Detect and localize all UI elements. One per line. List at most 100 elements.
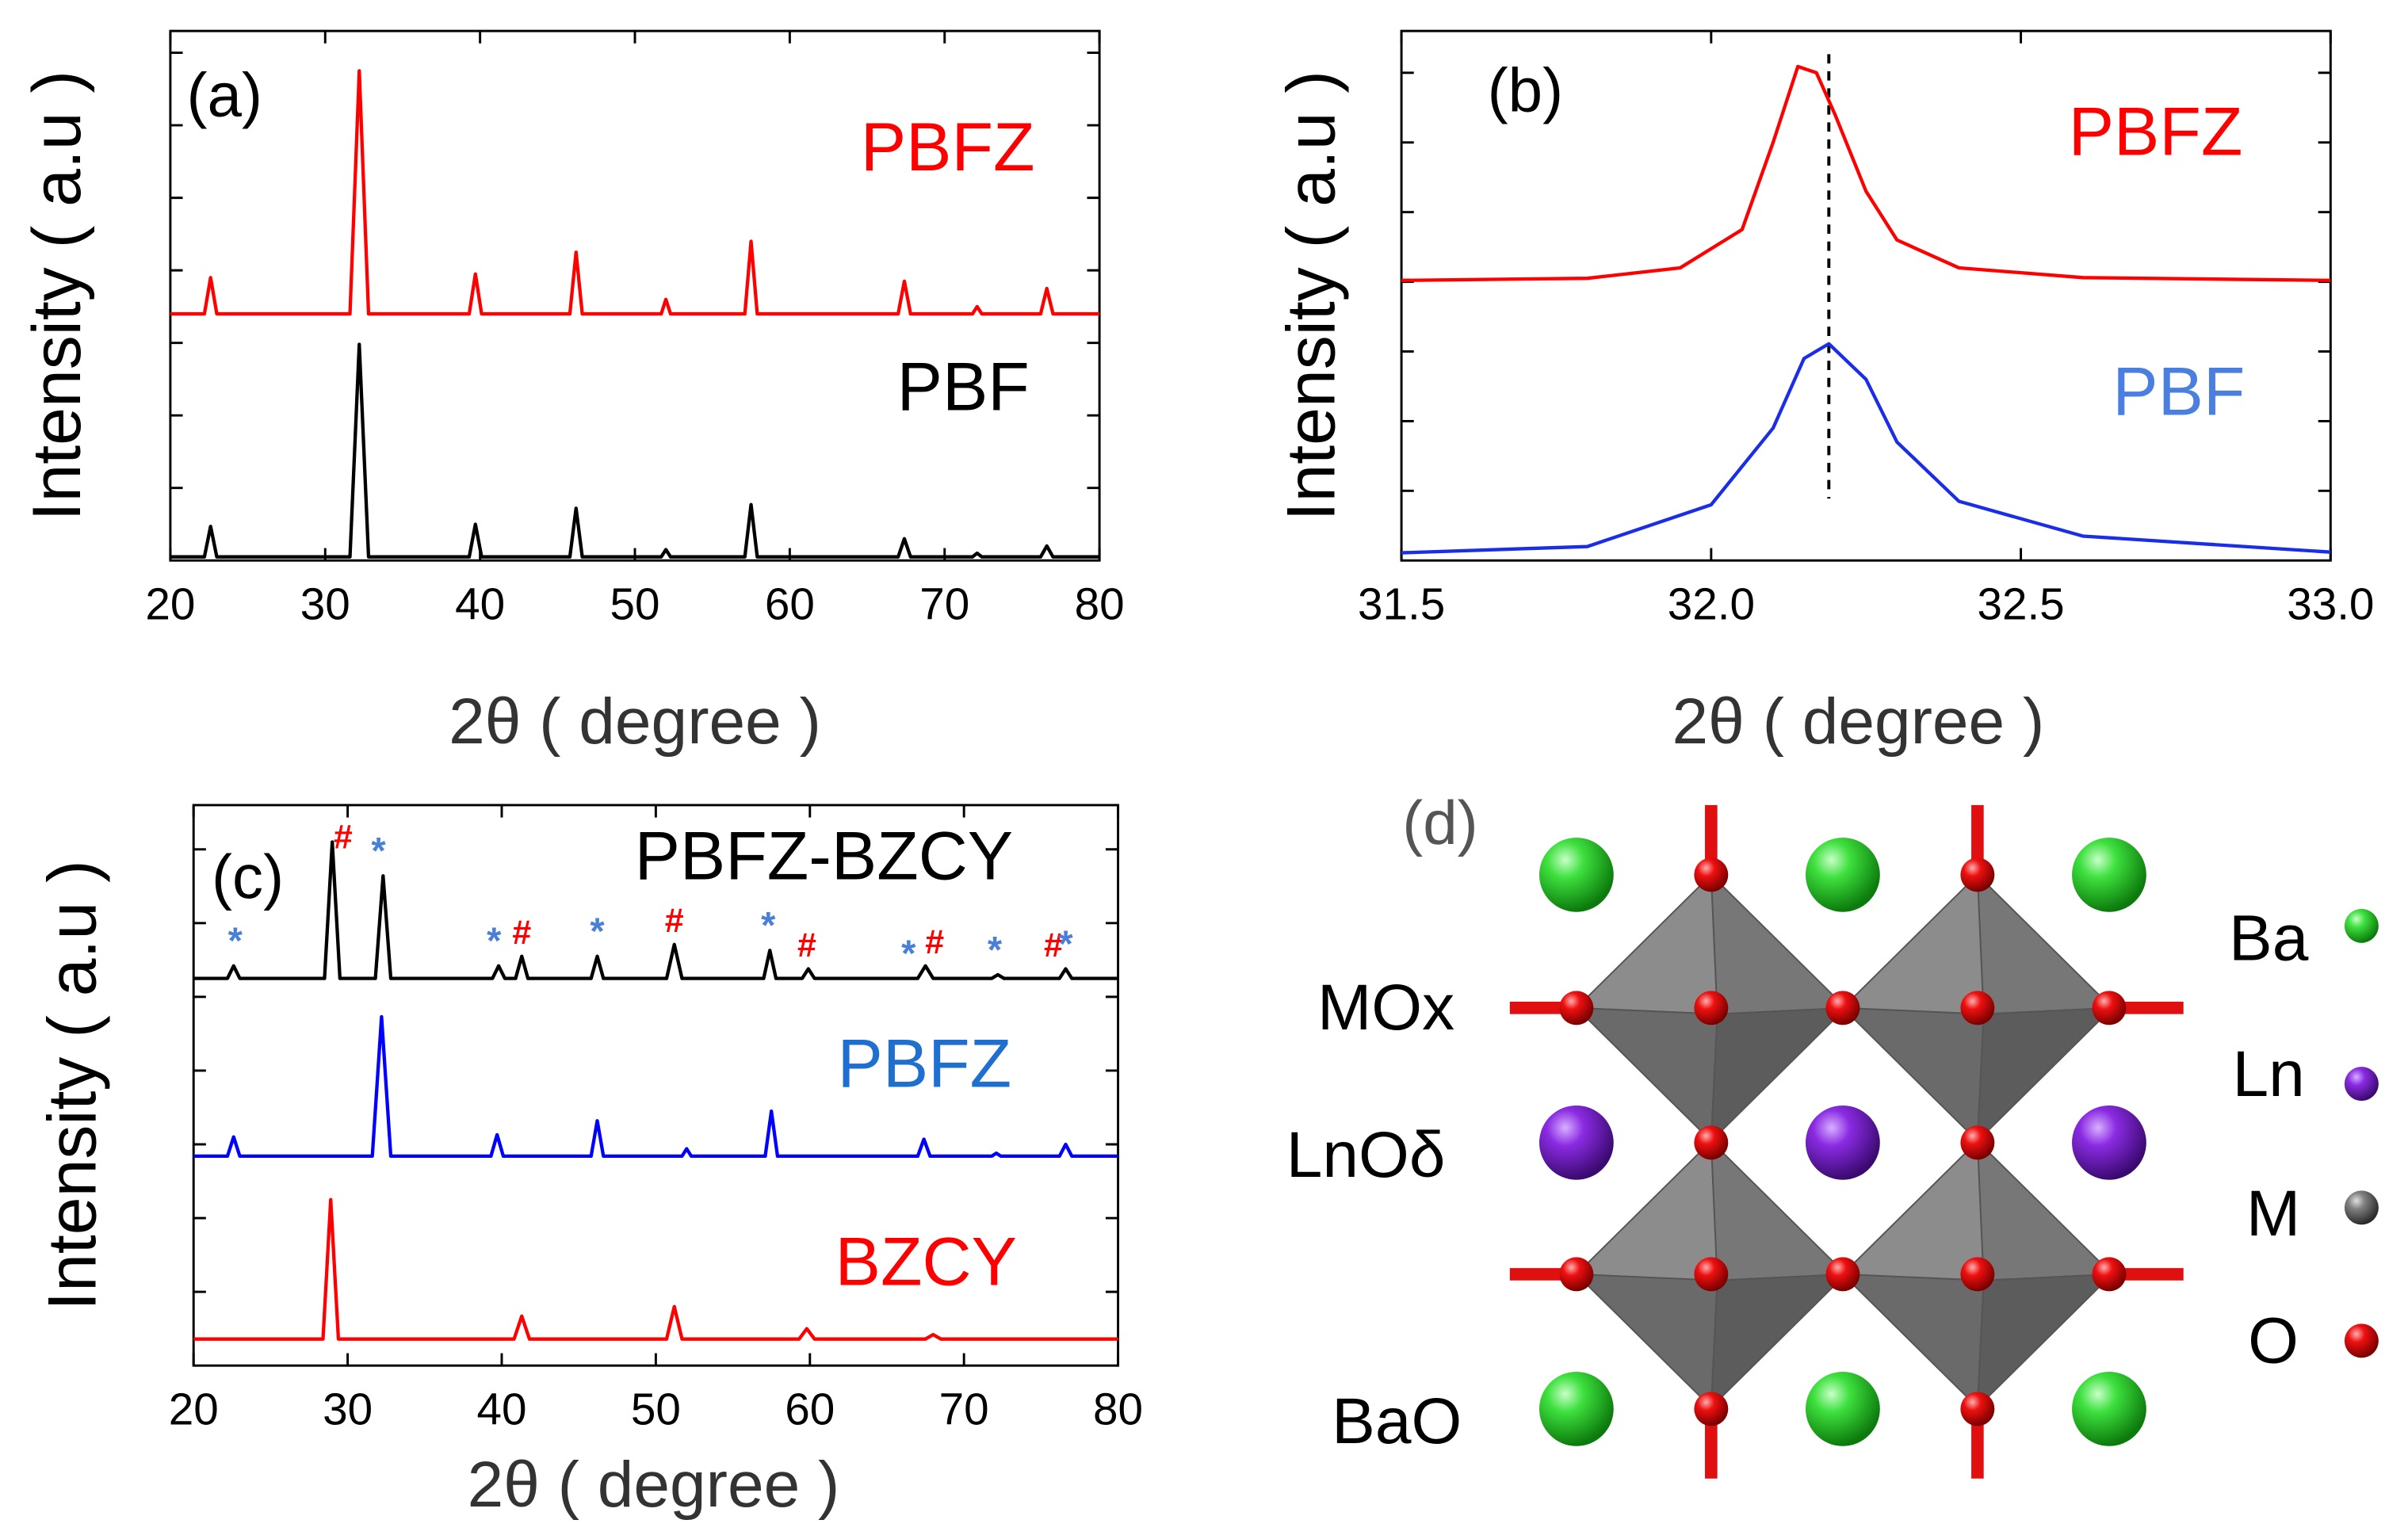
atom xyxy=(1694,1257,1729,1292)
x-tick-label: 20 xyxy=(145,579,195,629)
x-tick-label: 40 xyxy=(476,1384,526,1434)
atom xyxy=(2072,837,2146,912)
legend-label: Ba xyxy=(2229,902,2309,974)
series-line xyxy=(193,1014,1118,1159)
x-tick-label: 30 xyxy=(323,1384,373,1434)
x-tick-label: 80 xyxy=(1075,579,1125,629)
atom xyxy=(1825,1257,1860,1292)
peak-marker: # xyxy=(1044,926,1063,964)
atom xyxy=(1694,1392,1729,1426)
x-tick-label: 33.0 xyxy=(2287,579,2374,629)
x-axis-label: 2θ ( degree ) xyxy=(468,1449,840,1521)
atom xyxy=(1806,837,1880,912)
atom xyxy=(1538,1105,1614,1180)
series-line xyxy=(193,1197,1118,1341)
peak-marker: * xyxy=(228,920,243,961)
atom xyxy=(1538,837,1614,912)
series-label: PBF xyxy=(2112,354,2245,430)
x-tick-label: 50 xyxy=(631,1384,681,1434)
series-label: PBF xyxy=(897,349,1030,426)
x-tick-label: 32.0 xyxy=(1668,579,1755,629)
y-axis-label: Intensity ( a.u ) xyxy=(1273,71,1349,521)
atom xyxy=(1806,1371,1880,1446)
atom xyxy=(1960,1125,1995,1160)
series-line xyxy=(1401,342,2331,555)
octahedron-face xyxy=(1976,1273,2115,1410)
x-axis-label: 2θ ( degree ) xyxy=(1672,685,2045,758)
series-line xyxy=(170,69,1100,316)
peak-marker: # xyxy=(665,902,684,940)
x-tick-label: 60 xyxy=(765,579,815,629)
series-line xyxy=(193,840,1118,980)
atom xyxy=(2072,1371,2146,1446)
legend-label: M xyxy=(2246,1178,2300,1250)
peak-marker: * xyxy=(761,905,776,946)
peak-marker: # xyxy=(797,926,816,964)
legend-label: Ln xyxy=(2233,1038,2305,1110)
atom xyxy=(2092,991,2127,1025)
atom xyxy=(1806,1105,1880,1180)
peak-marker: * xyxy=(988,929,1003,970)
panel-label: (c) xyxy=(212,842,284,911)
atom xyxy=(1694,1125,1729,1160)
series-line xyxy=(1401,64,2331,282)
peak-marker: * xyxy=(901,933,916,974)
series-line xyxy=(170,342,1100,559)
x-tick-label: 32.5 xyxy=(1977,579,2064,629)
legend-sphere xyxy=(2344,908,2379,943)
atom xyxy=(1960,857,1995,892)
atom xyxy=(1538,1371,1614,1446)
panel-label: (a) xyxy=(187,60,262,130)
peak-marker: * xyxy=(590,911,605,952)
x-tick-label: 60 xyxy=(785,1384,835,1434)
panel-label: (d) xyxy=(1402,788,1477,857)
legend-label: O xyxy=(2248,1304,2299,1377)
x-tick-label: 70 xyxy=(939,1384,989,1434)
x-tick-label: 40 xyxy=(455,579,505,629)
layer-label: MOx xyxy=(1317,972,1454,1044)
layer-label: BaO xyxy=(1332,1385,1462,1457)
x-tick-label: 31.5 xyxy=(1358,579,1445,629)
atom xyxy=(1960,991,1995,1025)
peak-marker: * xyxy=(487,920,502,961)
y-axis-label: Intensity ( a.u ) xyxy=(34,860,110,1310)
peak-marker: * xyxy=(1058,923,1073,964)
series-label: PBFZ-BZCY xyxy=(635,819,1014,895)
atom xyxy=(2072,1105,2146,1180)
atom xyxy=(1960,1257,1995,1292)
octahedra xyxy=(1538,837,2146,1446)
atom xyxy=(1694,857,1729,892)
crystal-diagram: (d) MOx LnOδ BaO Ba Ln M O xyxy=(1286,788,2379,1479)
atom xyxy=(1559,1257,1594,1292)
legend-sphere xyxy=(2344,1190,2379,1225)
x-tick-label: 20 xyxy=(169,1384,219,1434)
series-label: PBFZ xyxy=(838,1026,1012,1102)
atom xyxy=(1960,1392,1995,1426)
peak-marker: * xyxy=(371,831,386,872)
octahedron-face xyxy=(1710,1273,1848,1410)
x-tick-label: 70 xyxy=(919,579,969,629)
atom xyxy=(2092,1257,2127,1292)
x-tick-label: 50 xyxy=(610,579,660,629)
panel-label: (b) xyxy=(1488,55,1563,125)
x-tick-label: 80 xyxy=(1093,1384,1143,1434)
series-label: BZCY xyxy=(835,1224,1017,1300)
x-tick-label: 30 xyxy=(300,579,350,629)
series-label: PBFZ xyxy=(861,109,1035,185)
legend-sphere xyxy=(2344,1067,2379,1102)
atom xyxy=(1559,991,1594,1025)
peak-marker: # xyxy=(512,914,531,952)
peak-marker: # xyxy=(925,923,944,961)
series-label: PBFZ xyxy=(2069,94,2243,170)
peak-marker: # xyxy=(334,819,353,857)
y-axis-label: Intensity ( a.u ) xyxy=(19,71,95,521)
octahedron-face xyxy=(1710,1006,1848,1144)
x-axis-label: 2θ ( degree ) xyxy=(449,685,821,758)
legend-sphere xyxy=(2344,1323,2379,1358)
layer-label: LnOδ xyxy=(1286,1119,1446,1191)
octahedron-face xyxy=(1976,1006,2115,1144)
atom xyxy=(1694,991,1729,1025)
plot-frame xyxy=(1400,29,2332,562)
atom xyxy=(1825,991,1860,1025)
